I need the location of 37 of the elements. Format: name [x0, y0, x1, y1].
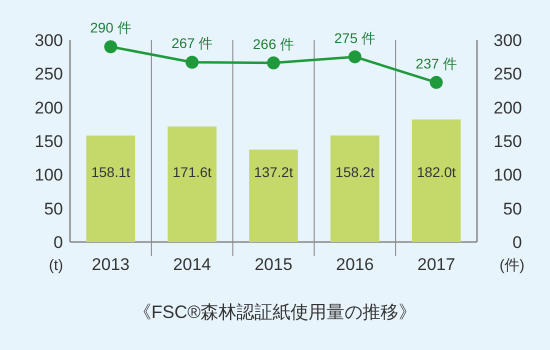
data-label: 137.2t	[254, 164, 294, 180]
point	[104, 40, 118, 54]
y2-tick-label: 150	[494, 132, 522, 151]
x-tick-label: 2016	[336, 255, 374, 274]
y-tick-label: 300	[34, 31, 63, 50]
point	[348, 50, 362, 64]
data-label: 275 件	[334, 30, 376, 46]
y-tick-label: 250	[34, 64, 63, 84]
y2-tick-label: 300	[494, 31, 522, 50]
data-label: 266 件	[252, 36, 294, 52]
data-label: 182.0t	[416, 164, 456, 180]
x-tick-label: 2013	[92, 255, 130, 274]
x-tick-label: 2017	[417, 255, 456, 274]
x-tick-label: 2015	[254, 255, 292, 274]
y2-tick-label: 50	[503, 199, 522, 218]
point	[186, 56, 199, 69]
text: 《FSC®森林認証紙使用量の推移》	[133, 302, 417, 322]
y2-tick-label: 100	[494, 166, 522, 185]
x-tick-label: 2014	[173, 255, 212, 274]
y2-axis-title: (件)	[500, 257, 524, 274]
y2-tick-label: 200	[494, 98, 522, 118]
data-label: 171.6t	[172, 164, 212, 180]
y-tick-label: 150	[34, 132, 63, 151]
y-tick-label: 200	[34, 98, 63, 118]
point	[267, 56, 280, 70]
data-label: 158.1t	[91, 164, 130, 180]
y2-tick-label: 0	[512, 233, 522, 252]
y-tick-label: 0	[54, 233, 63, 252]
y-axis-title: (t)	[48, 257, 64, 274]
data-label: 267 件	[171, 35, 213, 52]
point	[430, 76, 443, 89]
data-label: 237 件	[416, 55, 457, 72]
y-tick-label: 100	[34, 166, 63, 185]
data-label: 290 件	[90, 20, 132, 36]
y2-tick-label: 250	[494, 64, 522, 84]
data-label: 158.2t	[335, 164, 374, 180]
y-tick-label: 50	[44, 199, 63, 218]
